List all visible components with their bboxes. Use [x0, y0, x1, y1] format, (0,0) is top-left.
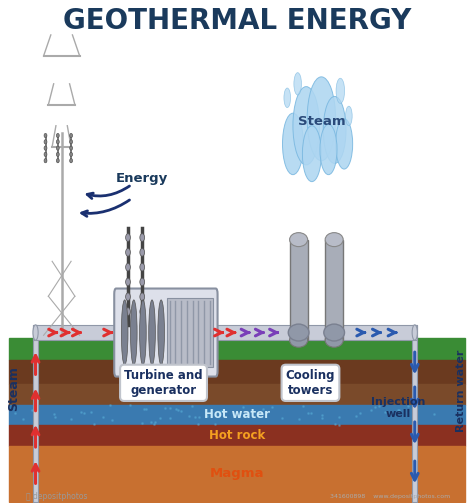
Ellipse shape: [44, 158, 47, 163]
Ellipse shape: [70, 140, 73, 144]
Text: ⓓ depositphotos: ⓓ depositphotos: [26, 491, 88, 500]
Bar: [9, 384, 465, 405]
Bar: [9, 425, 465, 446]
Bar: [412, 325, 418, 501]
Ellipse shape: [140, 300, 146, 365]
Text: Hot water: Hot water: [204, 408, 270, 422]
Ellipse shape: [70, 152, 73, 156]
Circle shape: [294, 72, 301, 95]
Text: Steam: Steam: [7, 366, 20, 411]
Circle shape: [336, 119, 353, 169]
Ellipse shape: [288, 324, 309, 341]
Ellipse shape: [56, 133, 59, 138]
Ellipse shape: [56, 152, 59, 156]
Bar: [167, 298, 213, 367]
Text: Cooling
towers: Cooling towers: [286, 369, 335, 397]
Bar: [9, 446, 465, 501]
Bar: [33, 325, 38, 501]
Circle shape: [283, 113, 303, 175]
Ellipse shape: [70, 158, 73, 163]
Bar: [290, 239, 308, 340]
Circle shape: [284, 88, 291, 108]
Ellipse shape: [44, 152, 47, 156]
Ellipse shape: [126, 278, 130, 286]
Ellipse shape: [140, 234, 145, 241]
Ellipse shape: [140, 278, 145, 286]
Text: Magma: Magma: [210, 467, 264, 480]
Text: Turbine and
generator: Turbine and generator: [124, 369, 203, 397]
Circle shape: [302, 126, 321, 182]
Circle shape: [336, 78, 345, 104]
Ellipse shape: [126, 308, 130, 315]
Ellipse shape: [290, 333, 308, 347]
Ellipse shape: [325, 333, 343, 347]
Ellipse shape: [158, 300, 164, 365]
Bar: [9, 361, 465, 384]
Text: Energy: Energy: [116, 173, 168, 185]
Circle shape: [323, 97, 346, 163]
Ellipse shape: [130, 300, 137, 365]
Ellipse shape: [44, 140, 47, 144]
Bar: [9, 338, 465, 361]
Circle shape: [307, 77, 336, 160]
Ellipse shape: [44, 133, 47, 138]
Ellipse shape: [149, 300, 155, 365]
Ellipse shape: [140, 248, 145, 256]
Ellipse shape: [56, 146, 59, 150]
Ellipse shape: [325, 233, 343, 246]
Bar: [9, 405, 465, 425]
Circle shape: [412, 325, 418, 340]
Text: Injection
well: Injection well: [371, 397, 425, 419]
Bar: [325, 239, 343, 340]
Circle shape: [320, 124, 337, 175]
Ellipse shape: [56, 140, 59, 144]
Ellipse shape: [121, 300, 128, 365]
Ellipse shape: [126, 293, 130, 301]
Circle shape: [293, 87, 319, 165]
Text: 341600898    www.depositphotos.com: 341600898 www.depositphotos.com: [330, 493, 450, 498]
Ellipse shape: [324, 324, 345, 341]
Ellipse shape: [140, 308, 145, 315]
Text: GEOTHERMAL ENERGY: GEOTHERMAL ENERGY: [63, 7, 411, 35]
Ellipse shape: [70, 133, 73, 138]
Ellipse shape: [126, 263, 130, 271]
Text: Hot rock: Hot rock: [209, 429, 265, 442]
Text: Steam: Steam: [298, 115, 345, 128]
Text: Return water: Return water: [456, 350, 466, 433]
Circle shape: [346, 106, 352, 126]
Ellipse shape: [44, 146, 47, 150]
Ellipse shape: [126, 234, 130, 241]
Ellipse shape: [70, 146, 73, 150]
Ellipse shape: [140, 263, 145, 271]
Ellipse shape: [56, 158, 59, 163]
Ellipse shape: [290, 233, 308, 246]
FancyBboxPatch shape: [114, 289, 218, 377]
Ellipse shape: [140, 293, 145, 301]
Circle shape: [33, 325, 38, 340]
Bar: [33, 325, 417, 340]
Ellipse shape: [126, 248, 130, 256]
